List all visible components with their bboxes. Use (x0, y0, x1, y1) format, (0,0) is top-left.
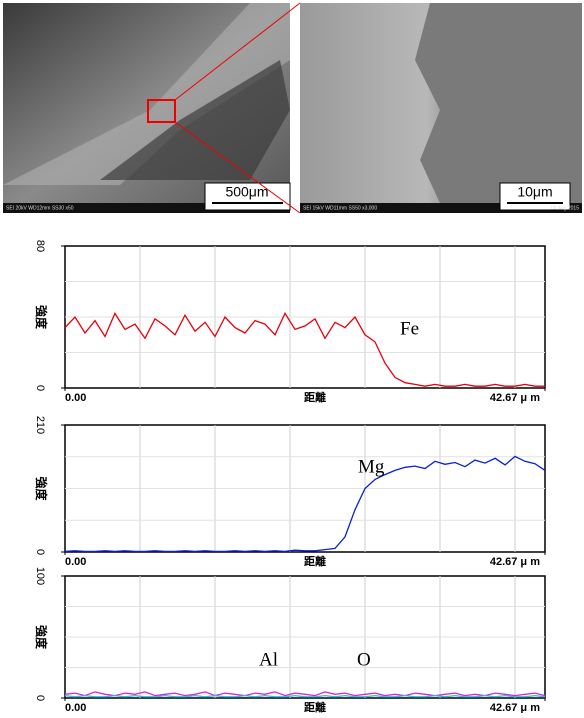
x-tick-label: 42.67 μ m (490, 702, 540, 713)
scale-bar-label: 10μm (517, 184, 552, 200)
x-tick-label: 42.67 μ m (490, 392, 540, 404)
sem-image-right: 10μm SEI 15kV WD11mm SS50 x3,000 03 Aug … (300, 3, 582, 213)
sem-footer: SEI 15kV WD11mm SS50 x3,000 (303, 205, 377, 211)
series-label: Al (259, 649, 278, 670)
y-axis-label: 強度 (34, 476, 49, 501)
sem-footer: SEI 20kV WD12mm SS30 x50 (6, 205, 74, 211)
y-tick-label: 100 (34, 567, 46, 585)
data-line (64, 455, 546, 553)
x-tick-label: 0.00 (65, 556, 86, 568)
series-label: Mg (358, 456, 385, 477)
y-tick-label: 210 (34, 416, 46, 434)
zoom-line (174, 2, 301, 101)
sem-date: 03 Aug 2015 (551, 205, 579, 211)
x-tick-label: 0.00 (65, 392, 86, 404)
y-axis-label: 強度 (34, 305, 49, 330)
data-line (64, 691, 546, 697)
y-tick-label: 0 (34, 549, 46, 555)
y-tick-label: 80 (34, 240, 46, 252)
zoom-line (174, 121, 301, 214)
x-tick-label: 42.67 μ m (490, 556, 540, 568)
series-label: Fe (400, 318, 419, 339)
data-line (64, 312, 545, 387)
x-axis-label: 距離 (304, 554, 326, 568)
scale-bar-label: 500μm (225, 184, 268, 200)
x-axis-label: 距離 (304, 700, 326, 713)
series-label: O (357, 649, 371, 670)
y-axis-label: 強度 (34, 625, 49, 650)
x-axis-label: 距離 (304, 390, 326, 404)
data-line (64, 694, 546, 698)
x-tick-label: 0.00 (65, 702, 86, 713)
y-tick-label: 0 (34, 695, 46, 701)
y-tick-label: 0 (34, 385, 46, 391)
sem-image-left: 500μm SEI 20kV WD12mm SS30 x50 (3, 3, 291, 213)
